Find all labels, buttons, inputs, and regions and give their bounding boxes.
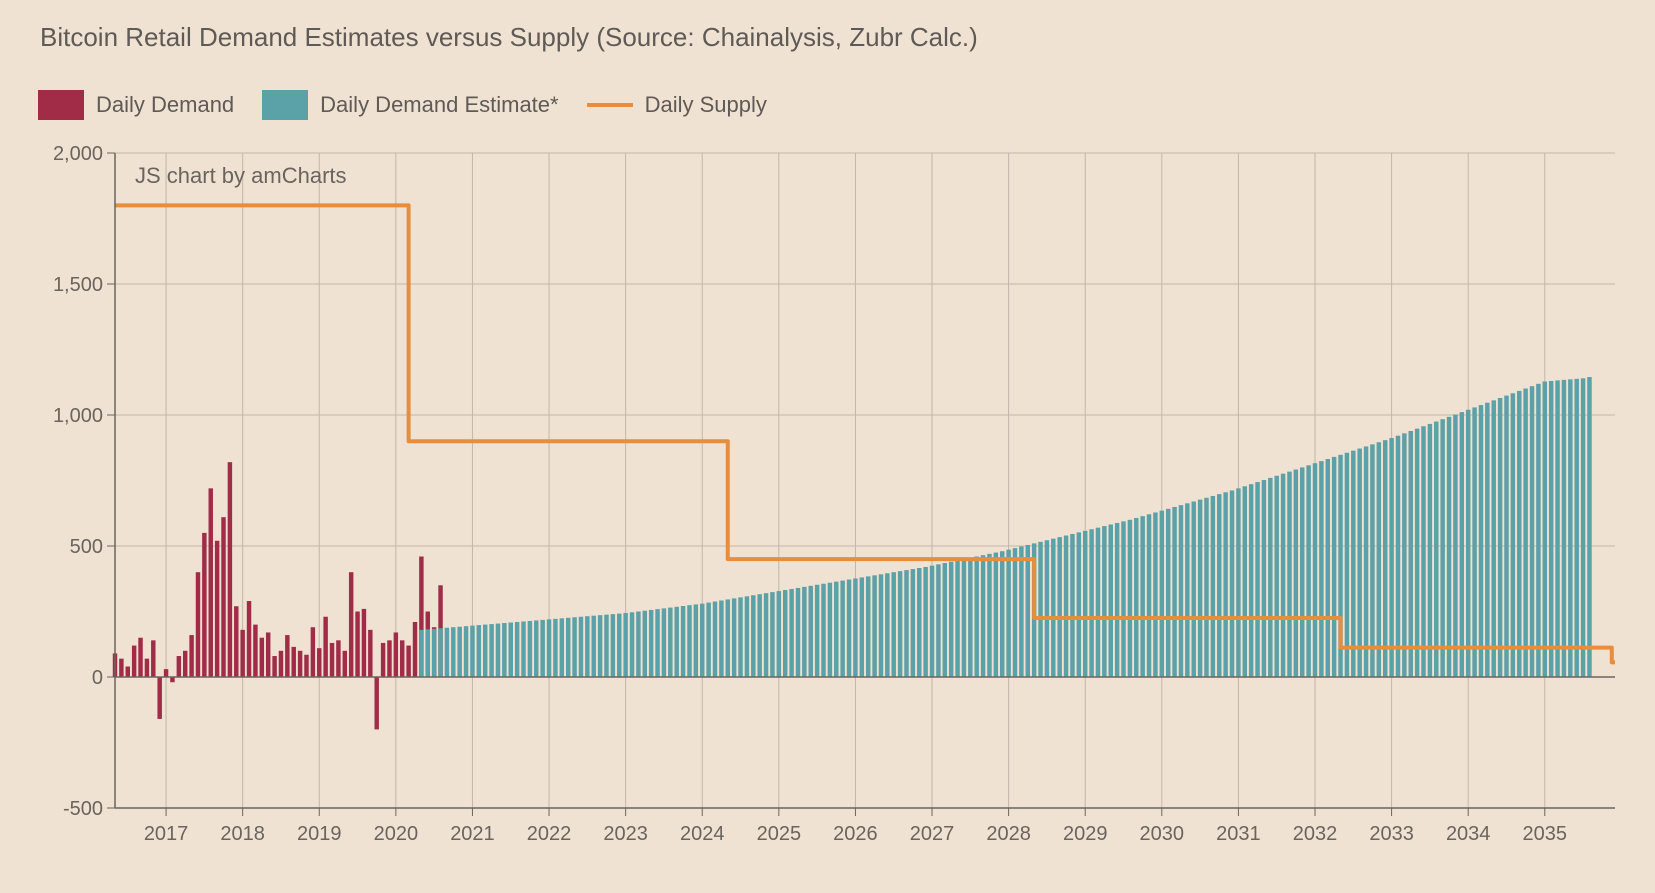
svg-text:500: 500 xyxy=(70,536,103,558)
svg-text:2019: 2019 xyxy=(297,823,342,845)
svg-text:2021: 2021 xyxy=(450,823,495,845)
svg-text:2028: 2028 xyxy=(986,823,1030,845)
legend-line-supply xyxy=(587,103,633,107)
svg-text:2023: 2023 xyxy=(603,823,648,845)
chart-svg: -500 0 500 1,000 1,500 2,000 2017 2018 2019 2020 2… xyxy=(30,145,1630,865)
svg-text:2030: 2030 xyxy=(1140,823,1185,845)
svg-text:2020: 2020 xyxy=(374,823,419,845)
legend-item-supply: Daily Supply xyxy=(587,92,767,118)
legend-label-supply: Daily Supply xyxy=(645,92,767,118)
svg-text:2,000: 2,000 xyxy=(53,145,103,165)
chart-container: -500 0 500 1,000 1,500 2,000 2017 2018 2019 2020 2… xyxy=(30,145,1630,865)
legend-label-demand: Daily Demand xyxy=(96,92,234,118)
svg-text:-500: -500 xyxy=(63,798,103,820)
legend-label-estimate: Daily Demand Estimate* xyxy=(320,92,558,118)
svg-text:2034: 2034 xyxy=(1446,823,1491,845)
legend-swatch-demand xyxy=(38,90,84,120)
svg-text:2027: 2027 xyxy=(910,823,955,845)
svg-text:2017: 2017 xyxy=(144,823,189,845)
page-root: Bitcoin Retail Demand Estimates versus S… xyxy=(0,0,1655,893)
legend-swatch-estimate xyxy=(262,90,308,120)
svg-text:0: 0 xyxy=(92,667,103,689)
svg-text:1,000: 1,000 xyxy=(53,405,103,427)
svg-text:2035: 2035 xyxy=(1523,823,1568,845)
legend-item-estimate: Daily Demand Estimate* xyxy=(262,90,558,120)
svg-text:2031: 2031 xyxy=(1216,823,1261,845)
legend: Daily Demand Daily Demand Estimate* Dail… xyxy=(38,90,767,120)
watermark-text: JS chart by amCharts xyxy=(135,163,347,188)
svg-text:2029: 2029 xyxy=(1063,823,1108,845)
svg-text:2033: 2033 xyxy=(1369,823,1414,845)
legend-item-demand: Daily Demand xyxy=(38,90,234,120)
svg-text:1,500: 1,500 xyxy=(53,274,103,296)
svg-text:2022: 2022 xyxy=(527,823,572,845)
svg-text:2032: 2032 xyxy=(1293,823,1338,845)
svg-text:2026: 2026 xyxy=(833,823,878,845)
svg-text:2024: 2024 xyxy=(680,823,725,845)
chart-title: Bitcoin Retail Demand Estimates versus S… xyxy=(40,22,978,53)
svg-text:2018: 2018 xyxy=(220,823,265,845)
svg-text:2025: 2025 xyxy=(757,823,802,845)
